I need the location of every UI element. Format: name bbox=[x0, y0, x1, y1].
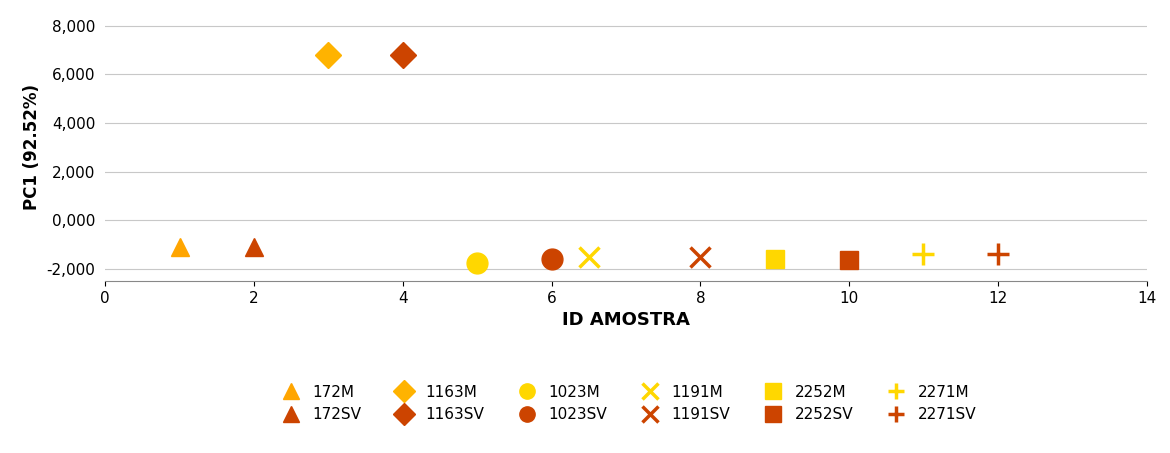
X-axis label: ID AMOSTRA: ID AMOSTRA bbox=[562, 311, 690, 329]
Legend: 172M, 172SV, 1163M, 1163SV, 1023M, 1023SV, 1191M, 1191SV, 2252M, 2252SV, 2271M, : 172M, 172SV, 1163M, 1163SV, 1023M, 1023S… bbox=[276, 385, 976, 422]
Y-axis label: PC1 (92.52%): PC1 (92.52%) bbox=[23, 84, 41, 210]
